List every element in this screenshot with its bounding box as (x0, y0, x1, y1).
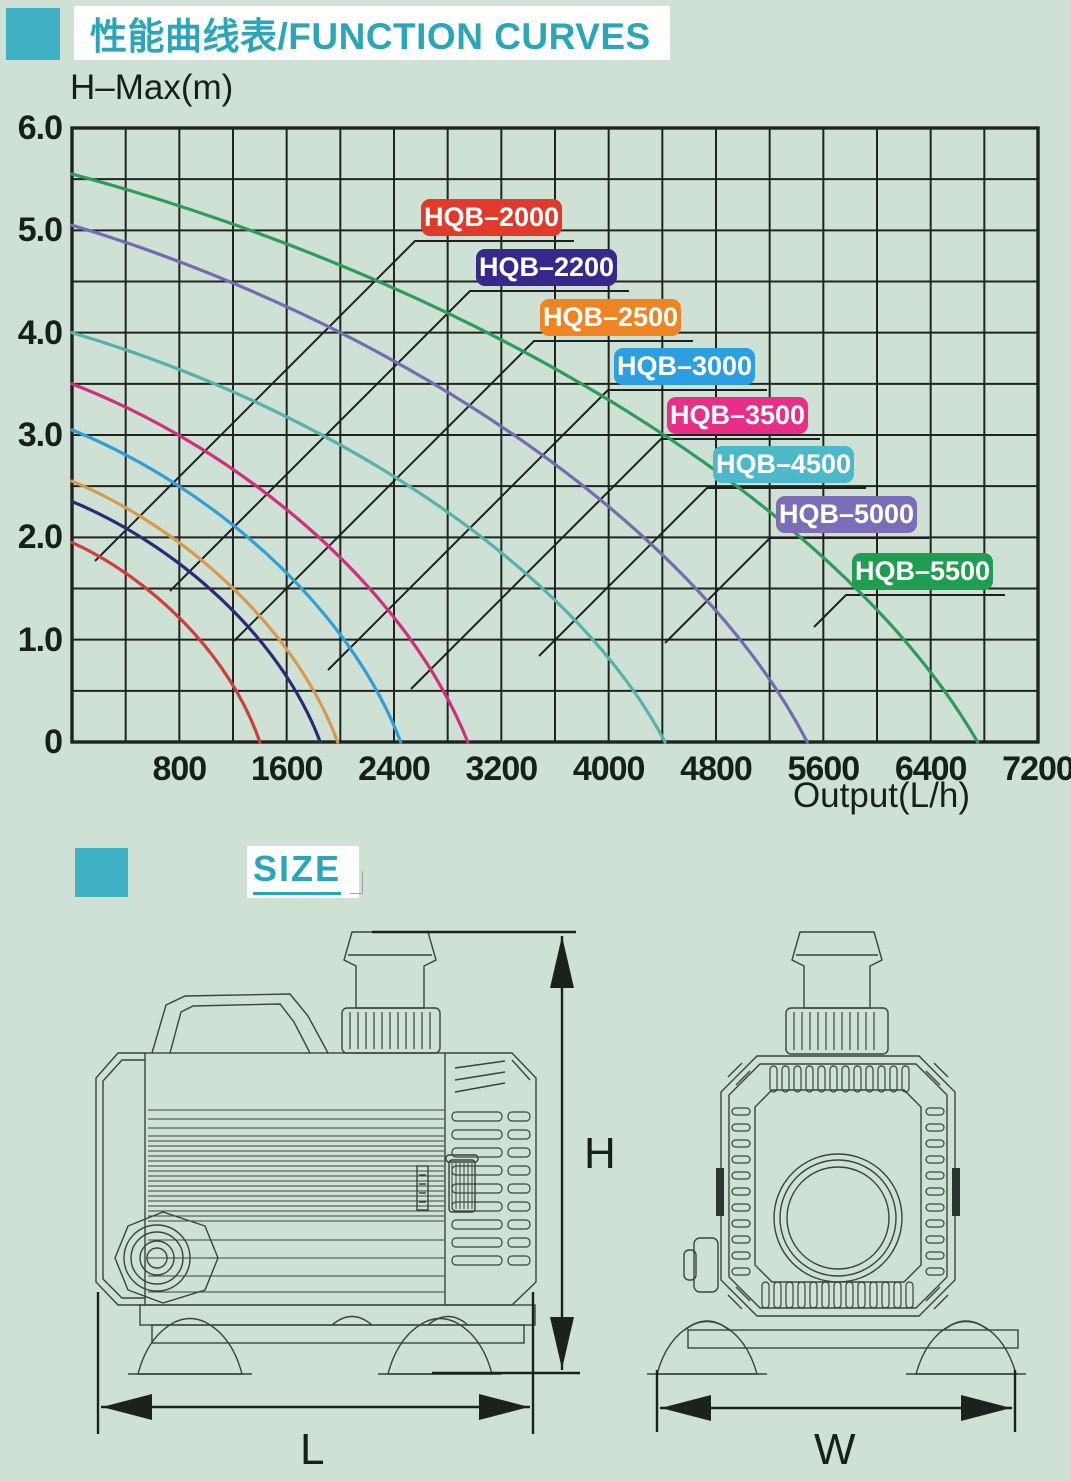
series-label-chip: HQB–3000 (614, 348, 755, 385)
dim-w-label: W (814, 1425, 856, 1474)
x-tick-label: 3200 (465, 750, 539, 788)
cooling-ribs (148, 1109, 444, 1293)
housing-octagon (720, 1055, 956, 1317)
x-tick-label: 800 (152, 750, 207, 788)
handle (151, 993, 329, 1054)
leader-HQB–5000 (664, 537, 929, 644)
dimension-lines (96, 930, 1017, 1434)
flow-adjuster-bar (416, 1165, 429, 1211)
leader-HQB–5500 (813, 594, 1005, 628)
y-tick-label: 2.0 (17, 518, 63, 557)
left-end-cap (95, 1052, 145, 1306)
title-accent-square (6, 8, 60, 60)
side-clip (952, 1168, 960, 1216)
series-curves (70, 172, 980, 744)
x-tick-label: 1600 (250, 750, 324, 788)
suction-cup (915, 1320, 1017, 1375)
y-tick-label: 5.0 (17, 211, 63, 250)
leader-HQB–3000 (327, 389, 767, 671)
leader-HQB–2500 (233, 340, 693, 642)
base-plate (139, 1304, 536, 1326)
page-title: 性能曲线表/FUNCTION CURVES (90, 16, 651, 57)
series-label-chip: HQB–2200 (476, 249, 617, 286)
plot-border (70, 126, 1040, 744)
x-tick-label: 4800 (680, 750, 753, 788)
base-plate (687, 1329, 1019, 1349)
flow-adjuster-knob (448, 1159, 476, 1213)
outlet-barb (791, 931, 883, 1009)
adjuster-knurl (451, 1163, 473, 1209)
outlet-barb (343, 931, 437, 1009)
suction-cup (656, 1320, 758, 1375)
y-tick-label: 4.0 (17, 313, 63, 352)
y-tick-label: 6.0 (17, 109, 63, 147)
series-label-chip: HQB–5000 (776, 496, 917, 533)
x-tick-label: 7200 (1002, 750, 1071, 788)
curve-HQB–2200 (70, 499, 322, 744)
corner-mark (350, 871, 363, 894)
curve-HQB–3500 (70, 382, 470, 744)
curve-HQB–5500 (70, 172, 980, 744)
leader-HQB–2200 (169, 290, 629, 592)
x-tick-label: 2400 (358, 750, 431, 788)
curve-HQB–3000 (70, 428, 403, 744)
y-tick-label: 1.0 (17, 620, 63, 659)
outlet-nut (785, 1007, 889, 1055)
leader-HQB–4500 (538, 487, 866, 657)
housing-vent-slots (731, 1065, 945, 1309)
y-tick-label: 0 (44, 723, 63, 761)
size-heading-box: SIZE (247, 846, 363, 898)
outlet-nut (341, 1007, 441, 1054)
dim-h-label: H (584, 1129, 616, 1178)
curve-HQB–2000 (70, 540, 262, 744)
size-accent-square (75, 848, 128, 897)
pump-body (144, 1052, 446, 1306)
dim-l-label: L (300, 1425, 324, 1474)
leader-HQB–2000 (94, 240, 574, 562)
size-heading: SIZE (253, 848, 342, 895)
vent-slots (451, 1111, 531, 1266)
side-clip (716, 1168, 724, 1216)
pump-front-view (647, 931, 1026, 1375)
series-label-chip: HQB–2000 (421, 199, 562, 236)
cord-knob (693, 1237, 719, 1293)
leader-HQB–3500 (410, 438, 820, 690)
suction-cup (387, 1317, 493, 1375)
x-axis-title: Output(L/h) (792, 776, 970, 815)
series-label-chip: HQB–5500 (852, 553, 993, 590)
title-bar: 性能曲线表/FUNCTION CURVES (74, 6, 670, 60)
series-label-chip: HQB–4500 (713, 446, 854, 483)
curve-HQB–2500 (70, 479, 340, 744)
curve-HQB–5000 (70, 223, 809, 744)
series-label-chip: HQB–2500 (540, 299, 681, 336)
x-tick-label: 6400 (894, 750, 968, 788)
inlet-ring-outer (123, 1224, 191, 1292)
y-axis-title: H–Max(m) (70, 68, 234, 107)
y-tick-label: 3.0 (17, 416, 63, 454)
intake-circle (773, 1153, 903, 1283)
inlet-bezel (114, 1211, 219, 1304)
curve-HQB–4500 (70, 331, 667, 744)
chart-grid (70, 126, 1040, 744)
series-leader-lines (94, 240, 1005, 690)
suction-cup (137, 1317, 243, 1375)
pump-side-view (95, 931, 537, 1375)
series-label-chip: HQB–3500 (667, 397, 808, 434)
x-tick-label: 4000 (572, 750, 646, 788)
x-tick-label: 5600 (787, 750, 861, 788)
